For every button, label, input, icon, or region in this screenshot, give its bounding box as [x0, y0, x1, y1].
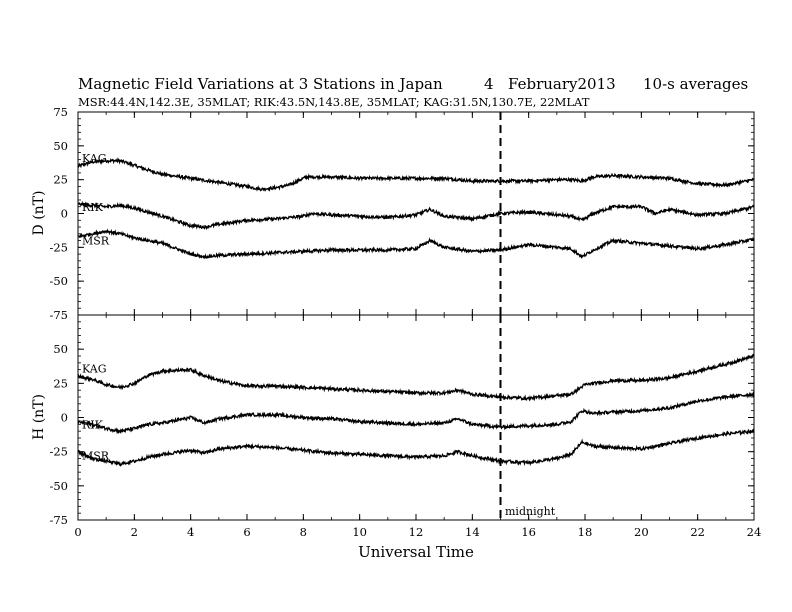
h-trace-kag [77, 353, 755, 402]
h-station-label-kag: KAG [82, 363, 107, 376]
x-tick-label: 12 [409, 525, 424, 539]
chart-marks: 75 50 25 0 -25 -50 -75 KAG RIK MSR 50 25 0 -25 -50 -75 0… [49, 105, 761, 539]
d-panel-ylabel: D (nT) [31, 191, 47, 236]
averaging-label: 10-s averages [643, 75, 748, 93]
midnight-annotation: midnight [505, 505, 556, 518]
chart-title: Magnetic Field Variations at 3 Stations … [78, 75, 443, 93]
x-tick-label: 10 [352, 525, 367, 539]
x-tick-label: 6 [243, 525, 250, 539]
d-station-label-rik: RIK [82, 201, 104, 214]
d-station-label-msr: MSR [82, 235, 110, 248]
x-tick-label: 2 [131, 525, 138, 539]
d-ytick-label: 25 [53, 173, 68, 187]
d-ytick-label: 75 [53, 105, 68, 119]
x-tick-label: 18 [578, 525, 593, 539]
h-station-label-msr: MSR [82, 450, 110, 463]
d-trace-rik [77, 200, 755, 231]
x-tick-label: 4 [187, 525, 194, 539]
x-tick-label: 20 [634, 525, 649, 539]
x-tick-label: 0 [74, 525, 81, 539]
date-month-year: February2013 [508, 75, 616, 93]
stations-line: MSR:44.4N,142.3E, 35MLAT; RIK:43.5N,143.… [78, 95, 590, 109]
h-ytick-label: -75 [49, 513, 68, 527]
h-ytick-label: 25 [53, 376, 68, 390]
x-tick-label: 8 [300, 525, 307, 539]
d-ytick-label: 50 [53, 139, 68, 153]
date-day: 4 [484, 75, 494, 93]
h-panel-frame [77, 314, 755, 521]
x-tick-label: 22 [690, 525, 705, 539]
h-trace-msr [77, 428, 755, 467]
h-trace-rik [77, 391, 755, 435]
h-ytick-label: 50 [53, 342, 68, 356]
d-ytick-label: -75 [49, 308, 68, 322]
x-tick-label: 14 [465, 525, 480, 539]
h-station-label-rik: RIK [82, 419, 104, 432]
d-trace-msr [77, 228, 755, 260]
h-ytick-label: -25 [49, 445, 68, 459]
x-axis-label: Universal Time [358, 543, 474, 561]
d-ytick-label: -50 [49, 274, 68, 288]
d-station-label-kag: KAG [82, 152, 107, 165]
d-ytick-label: 0 [61, 207, 68, 221]
d-trace-kag [77, 157, 755, 192]
x-tick-label: 24 [747, 525, 762, 539]
h-ytick-label: 0 [61, 411, 68, 425]
x-tick-label: 16 [521, 525, 536, 539]
h-ytick-label: -50 [49, 479, 68, 493]
h-panel-ylabel: H (nT) [31, 394, 47, 440]
d-ytick-label: -25 [49, 240, 68, 254]
